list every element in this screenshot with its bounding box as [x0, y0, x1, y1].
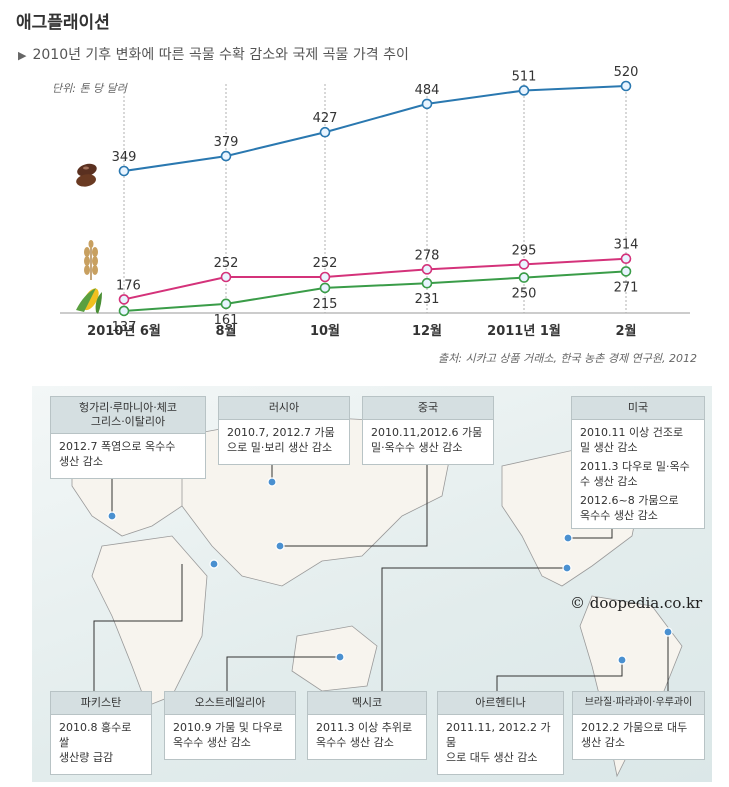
- data-point: [319, 126, 331, 138]
- data-point: [518, 85, 530, 96]
- data-point: [421, 98, 433, 110]
- box-line: 2010.8 홍수로 쌀 생산량 급감: [59, 721, 132, 764]
- unit-label: 단위: 톤 당 달러: [52, 82, 127, 95]
- data-point: [421, 264, 433, 275]
- data-point: [220, 271, 232, 283]
- map-connectors: [89, 434, 673, 691]
- wheat-icon: [84, 240, 98, 280]
- data-point: [118, 165, 130, 177]
- x-tick-label: 2월: [615, 323, 636, 339]
- box-russia: 러시아 2010.7, 2012.7 가뭄 으로 밀·보리 생산 감소: [218, 396, 350, 465]
- data-point: [620, 253, 632, 265]
- x-tick-label: 10월: [310, 323, 340, 339]
- x-tick-label: 2010년 6월: [87, 323, 161, 339]
- copyright-credit: © doopedia.co.kr: [570, 594, 703, 612]
- triangle-bullet-icon: ▶: [18, 49, 27, 62]
- data-label: 137: [112, 320, 137, 335]
- data-label: 278: [415, 248, 440, 263]
- data-point: [118, 305, 130, 317]
- box-australia: 오스트레일리아 2010.9 가뭄 및 다우로 옥수수 생산 감소: [164, 691, 296, 760]
- data-label: 215: [313, 297, 338, 312]
- data-label: 252: [214, 256, 239, 271]
- source-note: 출처: 시카고 상품 거래소, 한국 농촌 경제 연구원, 2012: [438, 352, 697, 365]
- box-title: 아르헨티나: [438, 692, 563, 715]
- soybean-icon: [76, 163, 97, 187]
- data-label: 231: [415, 292, 440, 307]
- box-title: 러시아: [219, 397, 349, 420]
- box-line: 2010.11 이상 건조로 밀 생산 감소: [580, 426, 684, 454]
- price-line-chart: 349 379 427 484 511 520 176 252 252 278 295 314 137 1…: [60, 65, 690, 339]
- x-tick-label: 12월: [412, 323, 442, 339]
- data-point: [620, 266, 632, 277]
- series-line: [123, 84, 627, 172]
- box-line: 2011.3 다우로 밀·옥수 수 생산 감소: [580, 460, 690, 488]
- data-point: [319, 271, 331, 283]
- box-pakistan: 파키스탄 2010.8 홍수로 쌀 생산량 급감: [50, 691, 152, 775]
- box-title: 파키스탄: [51, 692, 151, 715]
- box-brazil: 브라질·파라과이·우루과이 2012.2 가뭄으로 대두 생산 감소: [572, 691, 705, 760]
- data-label: 314: [614, 238, 639, 253]
- australia-landmass: [291, 625, 378, 692]
- corn-icon: [76, 288, 102, 314]
- australia-marker: [335, 652, 345, 662]
- box-hungary: 헝가리·루마니아·체코 그리스·이탈리아 2012.7 폭염으로 옥수수 생산 …: [50, 396, 206, 479]
- box-mexico: 멕시코 2011.3 이상 추위로 옥수수 생산 감소: [307, 691, 427, 760]
- box-line: 2010.11,2012.6 가뭄 밀·옥수수 생산 감소: [371, 426, 483, 454]
- south-america-landmass: [579, 595, 683, 778]
- data-label: 161: [214, 313, 239, 328]
- data-label: 427: [313, 111, 338, 126]
- data-label: 511: [512, 69, 537, 84]
- data-point: [518, 272, 530, 283]
- box-line: 2010.9 가뭄 및 다우로 옥수수 생산 감소: [173, 721, 283, 749]
- data-label: 349: [112, 150, 137, 165]
- data-label: 295: [512, 243, 537, 258]
- brazil-marker: [663, 627, 673, 637]
- data-label: 484: [415, 83, 440, 98]
- pakistan-marker: [209, 559, 219, 569]
- box-line: 2011.3 이상 추위로 옥수수 생산 감소: [316, 721, 413, 749]
- box-usa: 미국 2010.11 이상 건조로 밀 생산 감소 2011.3 다우로 밀·옥…: [571, 396, 705, 529]
- box-line: 2011.11, 2012.2 가뭄 으로 대두 생산 감소: [446, 721, 551, 764]
- x-tick-label: 8월: [215, 323, 236, 339]
- data-point: [620, 80, 632, 92]
- box-line: 2010.7, 2012.7 가뭄 으로 밀·보리 생산 감소: [227, 426, 335, 454]
- data-point: [518, 259, 530, 270]
- series-line: [123, 270, 627, 312]
- russia-marker: [267, 477, 277, 487]
- data-point: [220, 298, 232, 310]
- data-label: 520: [614, 65, 639, 80]
- box-title: 헝가리·루마니아·체코 그리스·이탈리아: [51, 397, 205, 434]
- hungary-marker: [107, 511, 117, 521]
- data-point: [118, 294, 130, 305]
- data-label: 250: [512, 287, 537, 302]
- china-marker: [275, 541, 285, 551]
- box-title: 브라질·파라과이·우루과이: [573, 692, 704, 715]
- box-title: 중국: [363, 397, 493, 420]
- box-line: 2012.7 폭염으로 옥수수 생산 감소: [59, 440, 176, 468]
- data-point: [220, 150, 232, 162]
- box-argentina: 아르헨티나 2011.11, 2012.2 가뭄 으로 대두 생산 감소: [437, 691, 564, 775]
- chart-subtitle: ▶ 2010년 기후 변화에 따른 곡물 수확 감소와 국제 곡물 가격 추이: [18, 44, 409, 64]
- data-label: 176: [116, 278, 141, 293]
- box-title: 멕시코: [308, 692, 426, 715]
- box-title: 미국: [572, 397, 704, 420]
- data-label: 252: [313, 256, 338, 271]
- x-tick-label: 2011년 1월: [487, 323, 561, 339]
- data-label: 379: [214, 135, 239, 150]
- mexico-marker: [562, 563, 572, 573]
- box-line: 2012.2 가뭄으로 대두 생산 감소: [581, 721, 688, 749]
- data-point: [319, 282, 331, 294]
- box-line: 2012.6~8 가뭄으로 옥수수 생산 감소: [580, 494, 679, 522]
- box-china: 중국 2010.11,2012.6 가뭄 밀·옥수수 생산 감소: [362, 396, 494, 465]
- data-label: 271: [614, 280, 639, 295]
- box-title: 오스트레일리아: [165, 692, 295, 715]
- usa-marker: [563, 533, 573, 543]
- page-title: 애그플래이션: [16, 13, 110, 33]
- data-point: [421, 277, 433, 289]
- series-line: [123, 257, 627, 301]
- argentina-marker: [617, 655, 627, 665]
- subtitle-text: 2010년 기후 변화에 따른 곡물 수확 감소와 국제 곡물 가격 추이: [32, 47, 409, 63]
